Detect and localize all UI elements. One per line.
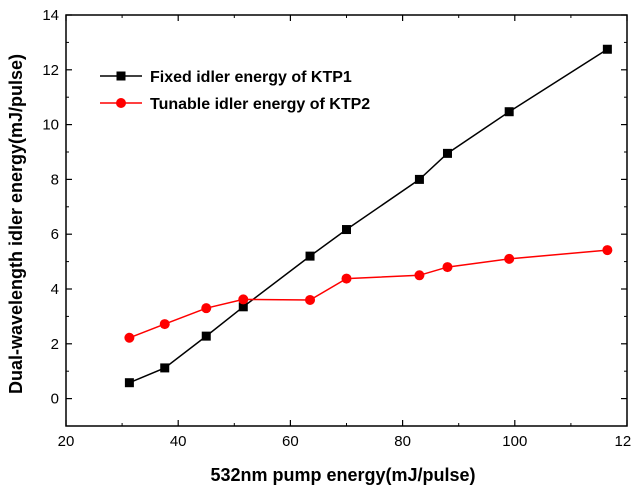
x-axis-title: 532nm pump energy(mJ/pulse) xyxy=(210,465,475,485)
y-tick-label: 10 xyxy=(42,117,59,134)
y-axis-title: Dual-wavelength idler energy(mJ/pulse) xyxy=(6,54,26,394)
x-tick-label: 60 xyxy=(282,433,299,450)
data-point xyxy=(442,262,453,273)
data-point xyxy=(504,107,514,117)
data-point xyxy=(442,148,452,158)
series-layer xyxy=(124,44,613,388)
series-line xyxy=(129,249,608,339)
y-tick-label: 8 xyxy=(51,171,59,188)
data-point xyxy=(160,363,170,373)
legend-label: Fixed idler energy of KTP1 xyxy=(150,69,352,86)
data-point xyxy=(341,273,352,284)
data-point xyxy=(238,302,248,312)
data-point xyxy=(602,245,613,256)
series-line xyxy=(129,48,608,384)
data-point xyxy=(159,319,170,330)
y-tick-label: 12 xyxy=(42,62,59,79)
y-tick-label: 6 xyxy=(51,226,59,243)
legend: Fixed idler energy of KTP1 Tunable idler … xyxy=(100,69,370,113)
data-point xyxy=(305,294,316,305)
legend-entry: Fixed idler energy of KTP1 xyxy=(100,69,352,86)
data-point xyxy=(504,253,515,264)
data-point xyxy=(602,44,612,54)
data-point xyxy=(305,251,315,261)
legend-swatch-marker xyxy=(116,71,126,81)
data-point xyxy=(414,270,425,281)
x-tick-label: 80 xyxy=(394,433,411,450)
data-point xyxy=(124,332,135,343)
data-point xyxy=(201,331,211,341)
x-tick-label: 100 xyxy=(502,433,527,450)
legend-entry: Tunable idler energy of KTP2 xyxy=(100,96,370,113)
x-tick-label: 20 xyxy=(58,433,75,450)
data-point xyxy=(124,378,134,388)
series-2 xyxy=(124,245,613,343)
x-tick-label: 120 xyxy=(614,433,631,450)
tick-labels: 20 40 60 80 100 120 0 2 4 6 8 10 12 14 xyxy=(42,7,631,450)
legend-swatch-marker xyxy=(116,98,126,108)
x-tick-label: 40 xyxy=(170,433,187,450)
y-tick-label: 4 xyxy=(51,281,59,298)
data-point xyxy=(238,294,249,305)
data-point xyxy=(201,303,212,314)
legend-label: Tunable idler energy of KTP2 xyxy=(150,96,370,113)
data-point xyxy=(414,174,424,184)
y-tick-label: 14 xyxy=(42,7,59,24)
series-1 xyxy=(124,44,612,388)
y-tick-label: 2 xyxy=(51,336,59,353)
axis-ticks xyxy=(65,14,628,426)
y-tick-label: 0 xyxy=(51,391,59,408)
data-point xyxy=(342,225,351,235)
